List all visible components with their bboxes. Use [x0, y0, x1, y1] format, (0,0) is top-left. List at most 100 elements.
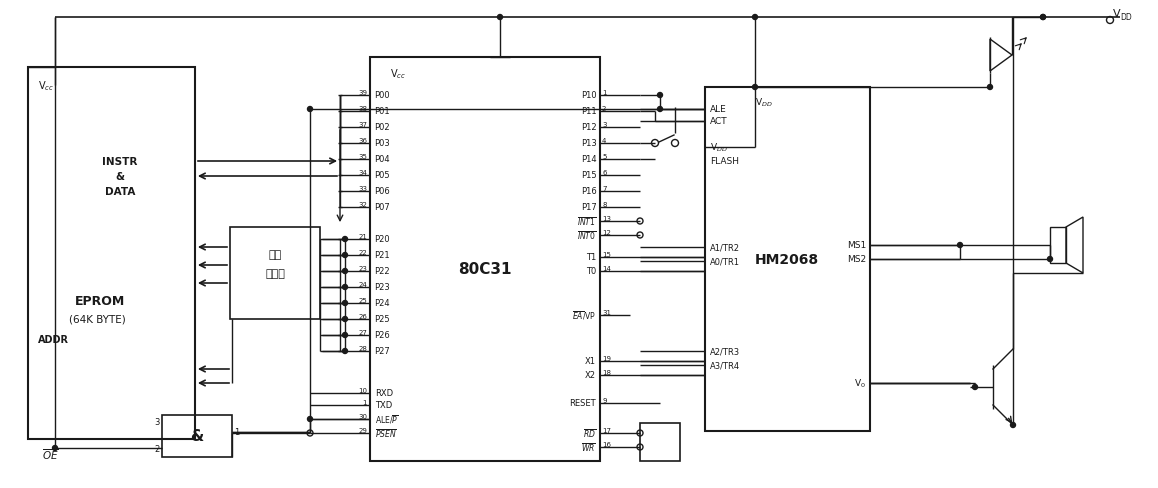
Text: 24: 24 [358, 282, 367, 287]
Text: 12: 12 [602, 229, 611, 236]
Text: 22: 22 [358, 249, 367, 256]
Text: P07: P07 [374, 203, 390, 212]
Text: FLASH: FLASH [710, 157, 739, 166]
Text: 36: 36 [358, 138, 367, 143]
Text: 16: 16 [602, 441, 611, 447]
Circle shape [343, 349, 347, 354]
Text: $\overline{WR}$: $\overline{WR}$ [581, 441, 596, 453]
Text: 23: 23 [358, 265, 367, 271]
Text: 14: 14 [602, 265, 611, 271]
Text: P13: P13 [581, 139, 598, 148]
Circle shape [1048, 257, 1053, 262]
Text: 2: 2 [154, 445, 160, 453]
Text: P11: P11 [581, 107, 598, 116]
Text: 7: 7 [602, 185, 607, 192]
Text: ACT: ACT [710, 117, 727, 126]
Text: 1: 1 [602, 90, 607, 96]
Text: X2: X2 [585, 371, 596, 380]
Text: 1: 1 [234, 427, 240, 437]
Text: P26: P26 [374, 331, 390, 340]
Text: P23: P23 [374, 283, 390, 292]
Text: 27: 27 [358, 329, 367, 335]
Text: P24: P24 [374, 299, 389, 308]
Text: P17: P17 [581, 203, 598, 212]
Text: DD: DD [1120, 14, 1131, 22]
Text: 1: 1 [362, 399, 367, 405]
Text: EPROM: EPROM [75, 295, 125, 308]
Text: $\overline{OE}$: $\overline{OE}$ [42, 447, 59, 462]
Text: 34: 34 [358, 170, 367, 176]
Text: $\overline{RD}$: $\overline{RD}$ [582, 427, 596, 439]
Text: P25: P25 [374, 315, 389, 324]
Circle shape [52, 446, 58, 450]
Text: 9: 9 [602, 397, 607, 403]
Circle shape [343, 237, 347, 242]
Text: P00: P00 [374, 91, 389, 101]
Text: 13: 13 [602, 216, 611, 222]
Text: RESET: RESET [570, 399, 596, 407]
Text: ALE: ALE [710, 105, 727, 114]
Circle shape [958, 243, 962, 248]
Text: $\overline{INT0}$: $\overline{INT0}$ [577, 229, 596, 242]
Text: 30: 30 [358, 413, 367, 419]
Text: A3/TR4: A3/TR4 [710, 361, 740, 370]
Circle shape [343, 301, 347, 306]
Text: P20: P20 [374, 235, 389, 244]
Text: MS1: MS1 [846, 241, 866, 250]
Circle shape [753, 16, 757, 20]
Text: P03: P03 [374, 139, 390, 148]
Text: A1/TR2: A1/TR2 [710, 243, 740, 252]
Text: V$_0$: V$_0$ [855, 377, 866, 389]
Text: 33: 33 [358, 185, 367, 192]
Text: 25: 25 [358, 297, 367, 304]
Text: A0/TR1: A0/TR1 [710, 257, 740, 266]
Text: 35: 35 [358, 154, 367, 160]
Text: RXD: RXD [375, 389, 393, 398]
Text: X1: X1 [585, 357, 596, 366]
Text: &: & [116, 172, 125, 182]
Text: 32: 32 [358, 202, 367, 207]
Circle shape [988, 85, 992, 90]
Text: 15: 15 [602, 251, 611, 258]
Text: T0: T0 [586, 267, 596, 276]
Text: ADDR: ADDR [38, 334, 69, 345]
Text: $\overline{PSEN}$: $\overline{PSEN}$ [375, 427, 397, 439]
Text: P22: P22 [374, 267, 389, 276]
Text: HM2068: HM2068 [755, 252, 819, 266]
Circle shape [343, 269, 347, 274]
Text: 26: 26 [358, 313, 367, 319]
Text: TXD: TXD [375, 401, 393, 409]
Text: P04: P04 [374, 155, 389, 164]
Circle shape [498, 16, 503, 20]
Text: 6: 6 [602, 170, 607, 176]
Text: P16: P16 [581, 187, 598, 196]
Text: 37: 37 [358, 122, 367, 128]
Text: V$_{cc}$: V$_{cc}$ [38, 79, 54, 93]
Circle shape [1041, 16, 1046, 20]
Text: P14: P14 [581, 155, 598, 164]
Text: &: & [190, 428, 204, 444]
Text: 31: 31 [602, 309, 611, 315]
Text: P12: P12 [581, 123, 598, 132]
Text: MS2: MS2 [846, 255, 866, 264]
Text: 17: 17 [602, 427, 611, 433]
Text: V: V [1113, 9, 1121, 19]
Text: 2: 2 [602, 106, 607, 112]
Text: 38: 38 [358, 106, 367, 112]
Text: P15: P15 [581, 171, 598, 180]
Text: V$_{DD}$: V$_{DD}$ [710, 142, 727, 154]
Circle shape [343, 253, 347, 258]
Circle shape [1041, 16, 1046, 20]
Text: INSTR: INSTR [102, 157, 138, 167]
Text: A2/TR3: A2/TR3 [710, 347, 740, 356]
Text: 8: 8 [602, 202, 607, 207]
Circle shape [308, 417, 313, 422]
Text: T1: T1 [586, 253, 596, 262]
Text: 39: 39 [358, 90, 367, 96]
Circle shape [973, 385, 977, 390]
Text: 10: 10 [358, 387, 367, 393]
Circle shape [658, 107, 662, 112]
Text: P06: P06 [374, 187, 390, 196]
Circle shape [753, 85, 757, 90]
Text: $\overline{INT1}$: $\overline{INT1}$ [577, 216, 596, 227]
